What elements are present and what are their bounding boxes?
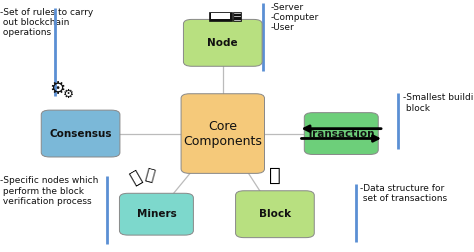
Text: -Server
-Computer
-User: -Server -Computer -User <box>270 3 319 32</box>
Text: Block: Block <box>259 209 291 219</box>
Text: ⚙: ⚙ <box>63 88 74 101</box>
FancyBboxPatch shape <box>233 12 241 21</box>
Text: -Smallest building
 block: -Smallest building block <box>403 93 474 113</box>
FancyBboxPatch shape <box>211 13 229 19</box>
FancyBboxPatch shape <box>236 191 314 238</box>
Text: 🔨: 🔨 <box>143 167 155 183</box>
FancyBboxPatch shape <box>119 193 193 235</box>
Text: 📦: 📦 <box>269 166 281 185</box>
FancyBboxPatch shape <box>41 110 120 157</box>
Text: Core
Components: Core Components <box>183 119 262 148</box>
Text: ⚙: ⚙ <box>49 80 65 99</box>
FancyBboxPatch shape <box>304 113 378 154</box>
Text: Transaction: Transaction <box>307 129 375 139</box>
Text: -Specific nodes which
 perform the block
 verification process: -Specific nodes which perform the block … <box>0 176 99 206</box>
Text: Consensus: Consensus <box>49 129 112 139</box>
Text: -Data structure for
 set of transactions: -Data structure for set of transactions <box>360 184 447 203</box>
Text: Miners: Miners <box>137 209 176 219</box>
Text: -Set of rules to carry
 out blockchain
 operations: -Set of rules to carry out blockchain op… <box>0 8 94 37</box>
Text: 🔨: 🔨 <box>126 167 144 188</box>
FancyBboxPatch shape <box>181 94 264 173</box>
Text: Node: Node <box>208 38 238 48</box>
FancyBboxPatch shape <box>183 19 262 66</box>
FancyBboxPatch shape <box>209 12 232 21</box>
